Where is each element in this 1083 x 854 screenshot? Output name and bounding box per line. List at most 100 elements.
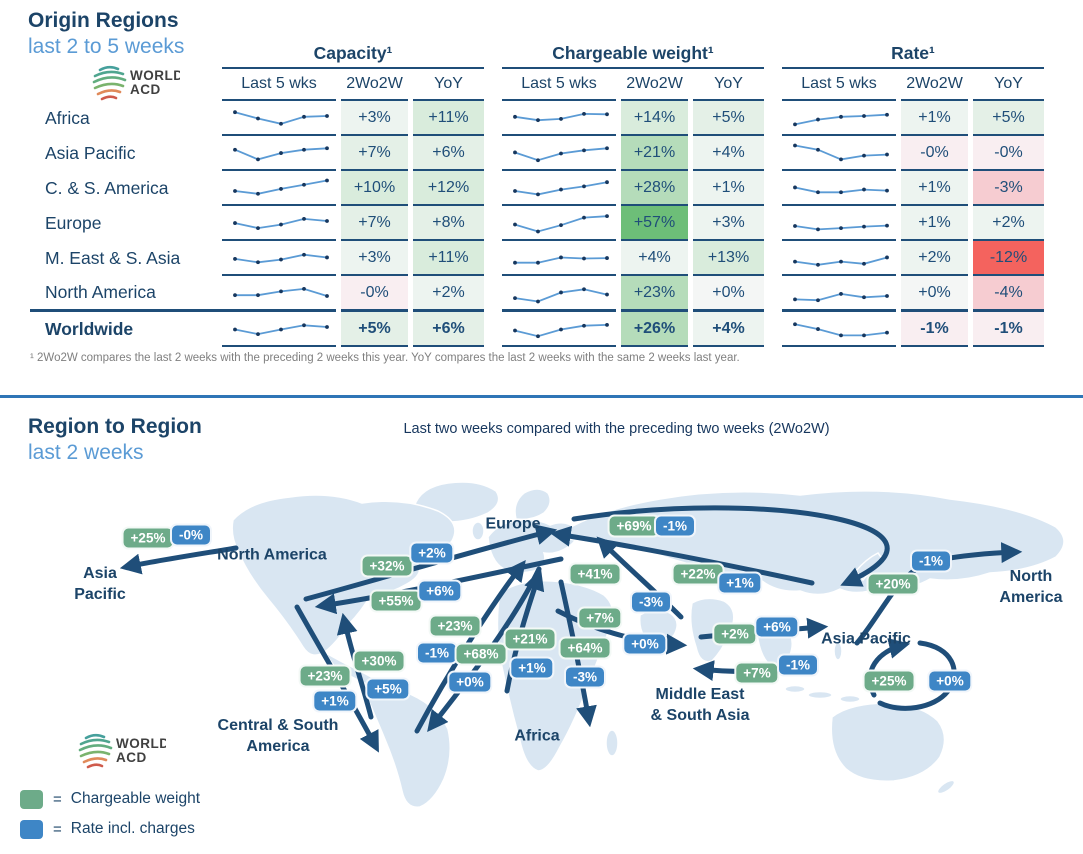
continent-australia	[830, 702, 946, 782]
sparkline-cell	[782, 309, 896, 347]
sparkline	[233, 252, 329, 264]
legend-item-rate: = Rate incl. charges	[20, 814, 200, 844]
flow-badge-rate: +6%	[417, 579, 463, 603]
column-header: Last 5 wks	[222, 69, 336, 101]
map-region-label: Africa	[514, 727, 560, 745]
region-to-region-section: Region to Region last 2 weeks Last two w…	[0, 398, 1083, 854]
flow-badge-chargeable-weight: +25%	[121, 526, 175, 550]
legend-label: Chargeable weight	[70, 790, 201, 807]
flow-badge-rate: +1%	[717, 571, 763, 595]
column-header: YoY	[973, 69, 1044, 101]
value-cell-yoy: +5%	[973, 101, 1044, 136]
value-cell-yoy: -12%	[973, 241, 1044, 276]
column-gap	[484, 136, 502, 171]
map-region-label: Europe	[485, 515, 541, 533]
value-cell-2wo2w: +1%	[901, 206, 968, 241]
value-cell-yoy: -3%	[973, 171, 1044, 206]
value-cell-2wo2w: +21%	[621, 136, 688, 171]
sparkline	[233, 286, 329, 298]
origin-regions-table: Capacity¹ Chargeable weight¹ Rate¹ Last 5 w…	[30, 34, 1044, 347]
value-cell-2wo2w: +4%	[621, 241, 688, 276]
island-philippines	[833, 641, 843, 661]
column-gap	[764, 171, 782, 206]
value-cell-2wo2w: +10%	[341, 171, 408, 206]
sparkline-cell	[222, 206, 336, 241]
column-gap	[484, 34, 502, 69]
value-cell-yoy: +8%	[413, 206, 484, 241]
island-indonesia-2	[807, 690, 833, 700]
flow-badge-rate: -1%	[909, 549, 953, 573]
island-indonesia-1	[784, 684, 806, 694]
column-header: Last 5 wks	[782, 69, 896, 101]
value-cell-yoy: -0%	[973, 136, 1044, 171]
footnote: ¹ 2Wo2W compares the last 2 weeks with t…	[30, 352, 740, 364]
sparkline-cell	[222, 309, 336, 347]
flow-badge-rate: +0%	[622, 632, 668, 656]
flow-badge-rate: +0%	[927, 669, 973, 693]
flow-badge-rate: +0%	[447, 670, 493, 694]
flow-badge-chargeable-weight: +64%	[558, 636, 612, 660]
value-cell-2wo2w: +26%	[621, 309, 688, 347]
flow-arrow	[571, 505, 890, 587]
sparkline-cell	[502, 309, 616, 347]
flow-badge-rate: +2%	[409, 541, 455, 565]
flow-badge-rate: +6%	[754, 615, 800, 639]
value-cell-2wo2w: +28%	[621, 171, 688, 206]
sparkline	[233, 322, 329, 336]
sparkline-cell	[782, 136, 896, 171]
sparkline	[793, 143, 889, 161]
map-region-label: North America	[217, 546, 327, 564]
origin-regions-section: Origin Regions last 2 to 5 weeks WORLD A…	[0, 0, 1083, 398]
flow-badge-rate: +1%	[509, 656, 555, 680]
flow-badge-chargeable-weight: +32%	[360, 554, 414, 578]
legend-label: Rate incl. charges	[70, 820, 195, 837]
flow-badge-rate: -1%	[776, 653, 820, 677]
region-label: Africa	[45, 108, 90, 128]
region-label: Worldwide	[30, 309, 222, 347]
value-cell-2wo2w: +2%	[901, 241, 968, 276]
blue-swatch-icon	[20, 819, 43, 839]
flow-badge-rate: -3%	[629, 590, 673, 614]
column-header: YoY	[413, 69, 484, 101]
sparkline-cell	[222, 136, 336, 171]
value-cell-yoy: +13%	[693, 241, 764, 276]
value-cell-2wo2w: +3%	[341, 241, 408, 276]
sparkline-cell	[782, 171, 896, 206]
value-cell-2wo2w: +57%	[621, 206, 688, 241]
sparkline	[793, 112, 889, 126]
map-legend: = Chargeable weight = Rate incl. charges	[20, 784, 200, 844]
section-subtitle: last 2 weeks	[28, 441, 144, 465]
column-gap	[484, 69, 502, 101]
sparkline	[793, 291, 889, 302]
origin-heading: Origin Regions last 2 to 5 weeks	[28, 8, 184, 61]
region-label: Asia Pacific	[45, 143, 136, 163]
sparkline-cell	[782, 241, 896, 276]
sparkline	[793, 321, 889, 337]
sparkline	[513, 322, 609, 338]
sparkline-cell	[502, 171, 616, 206]
value-cell-yoy: -1%	[973, 309, 1044, 347]
column-gap	[484, 206, 502, 241]
region-label: C. & S. America	[45, 178, 169, 198]
page-title: Origin Regions	[28, 9, 179, 32]
value-cell-yoy: +4%	[693, 136, 764, 171]
flow-badge-chargeable-weight: +69%	[607, 514, 661, 538]
flow-arrow	[119, 545, 239, 575]
page-subtitle: last 2 to 5 weeks	[28, 35, 185, 59]
legend-item-chargeable-weight: = Chargeable weight	[20, 784, 200, 814]
flow-badge-chargeable-weight: +41%	[568, 562, 622, 586]
continent-india	[689, 597, 735, 663]
flow-arrow	[549, 525, 815, 586]
flow-badge-rate: +5%	[365, 677, 411, 701]
value-cell-2wo2w: +7%	[341, 206, 408, 241]
value-cell-2wo2w: +14%	[621, 101, 688, 136]
column-header: 2Wo2W	[901, 69, 968, 101]
column-header: 2Wo2W	[341, 69, 408, 101]
sparkline-cell	[502, 276, 616, 309]
flow-badge-rate: -0%	[169, 523, 213, 547]
sparkline	[233, 216, 329, 230]
sparkline	[513, 286, 609, 303]
flow-badge-chargeable-weight: +23%	[428, 614, 482, 638]
value-cell-2wo2w: +5%	[341, 309, 408, 347]
